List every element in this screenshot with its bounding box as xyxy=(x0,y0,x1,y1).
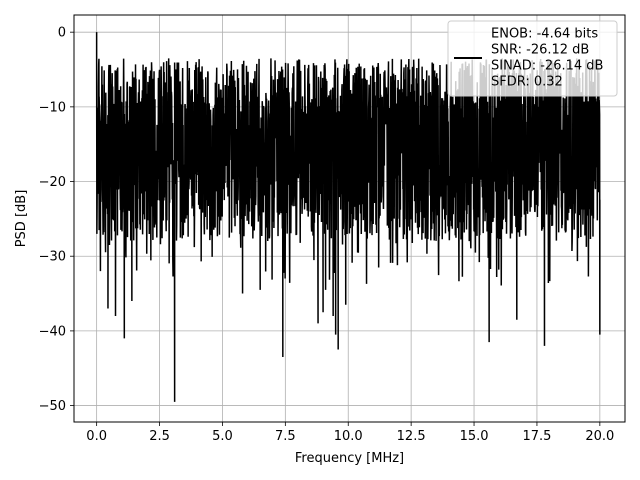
legend-enob: ENOB: -4.64 bits xyxy=(491,27,598,42)
y-tick-label: −40 xyxy=(39,324,66,339)
x-tick-label: 0.0 xyxy=(86,429,107,444)
x-axis-ticks: 0.0 2.5 5.0 7.5 10.0 12.5 15.0 17.5 20.0 xyxy=(86,422,614,444)
x-tick-label: 7.5 xyxy=(275,429,296,444)
series-layer xyxy=(95,32,601,402)
legend: ENOB: -4.64 bits SNR: -26.12 dB SINAD: -… xyxy=(447,20,618,97)
legend-sfdr: SFDR: 0.32 xyxy=(491,75,563,90)
y-tick-label: −20 xyxy=(39,175,66,190)
y-axis-ticks: 0 −10 −20 −30 −40 −50 xyxy=(39,26,74,414)
psd-series-line xyxy=(95,32,601,402)
axes-frame xyxy=(73,14,626,423)
x-tick-label: 5.0 xyxy=(212,429,233,444)
x-tick-label: 12.5 xyxy=(397,429,426,444)
x-tick-label: 10.0 xyxy=(334,429,363,444)
y-tick-label: −50 xyxy=(39,399,66,414)
legend-snr: SNR: -26.12 dB xyxy=(491,43,589,58)
y-tick-label: 0 xyxy=(58,26,66,41)
y-axis-label: PSD [dB] xyxy=(14,190,29,248)
x-tick-label: 17.5 xyxy=(522,429,551,444)
legend-box xyxy=(447,20,618,97)
y-tick-label: −30 xyxy=(39,250,66,265)
x-axis-label: Frequency [MHz] xyxy=(295,451,404,466)
x-tick-label: 2.5 xyxy=(149,429,170,444)
x-tick-label: 20.0 xyxy=(585,429,614,444)
legend-sinad: SINAD: -26.14 dB xyxy=(491,59,603,74)
y-tick-label: −10 xyxy=(39,100,66,115)
x-tick-label: 15.0 xyxy=(460,429,489,444)
